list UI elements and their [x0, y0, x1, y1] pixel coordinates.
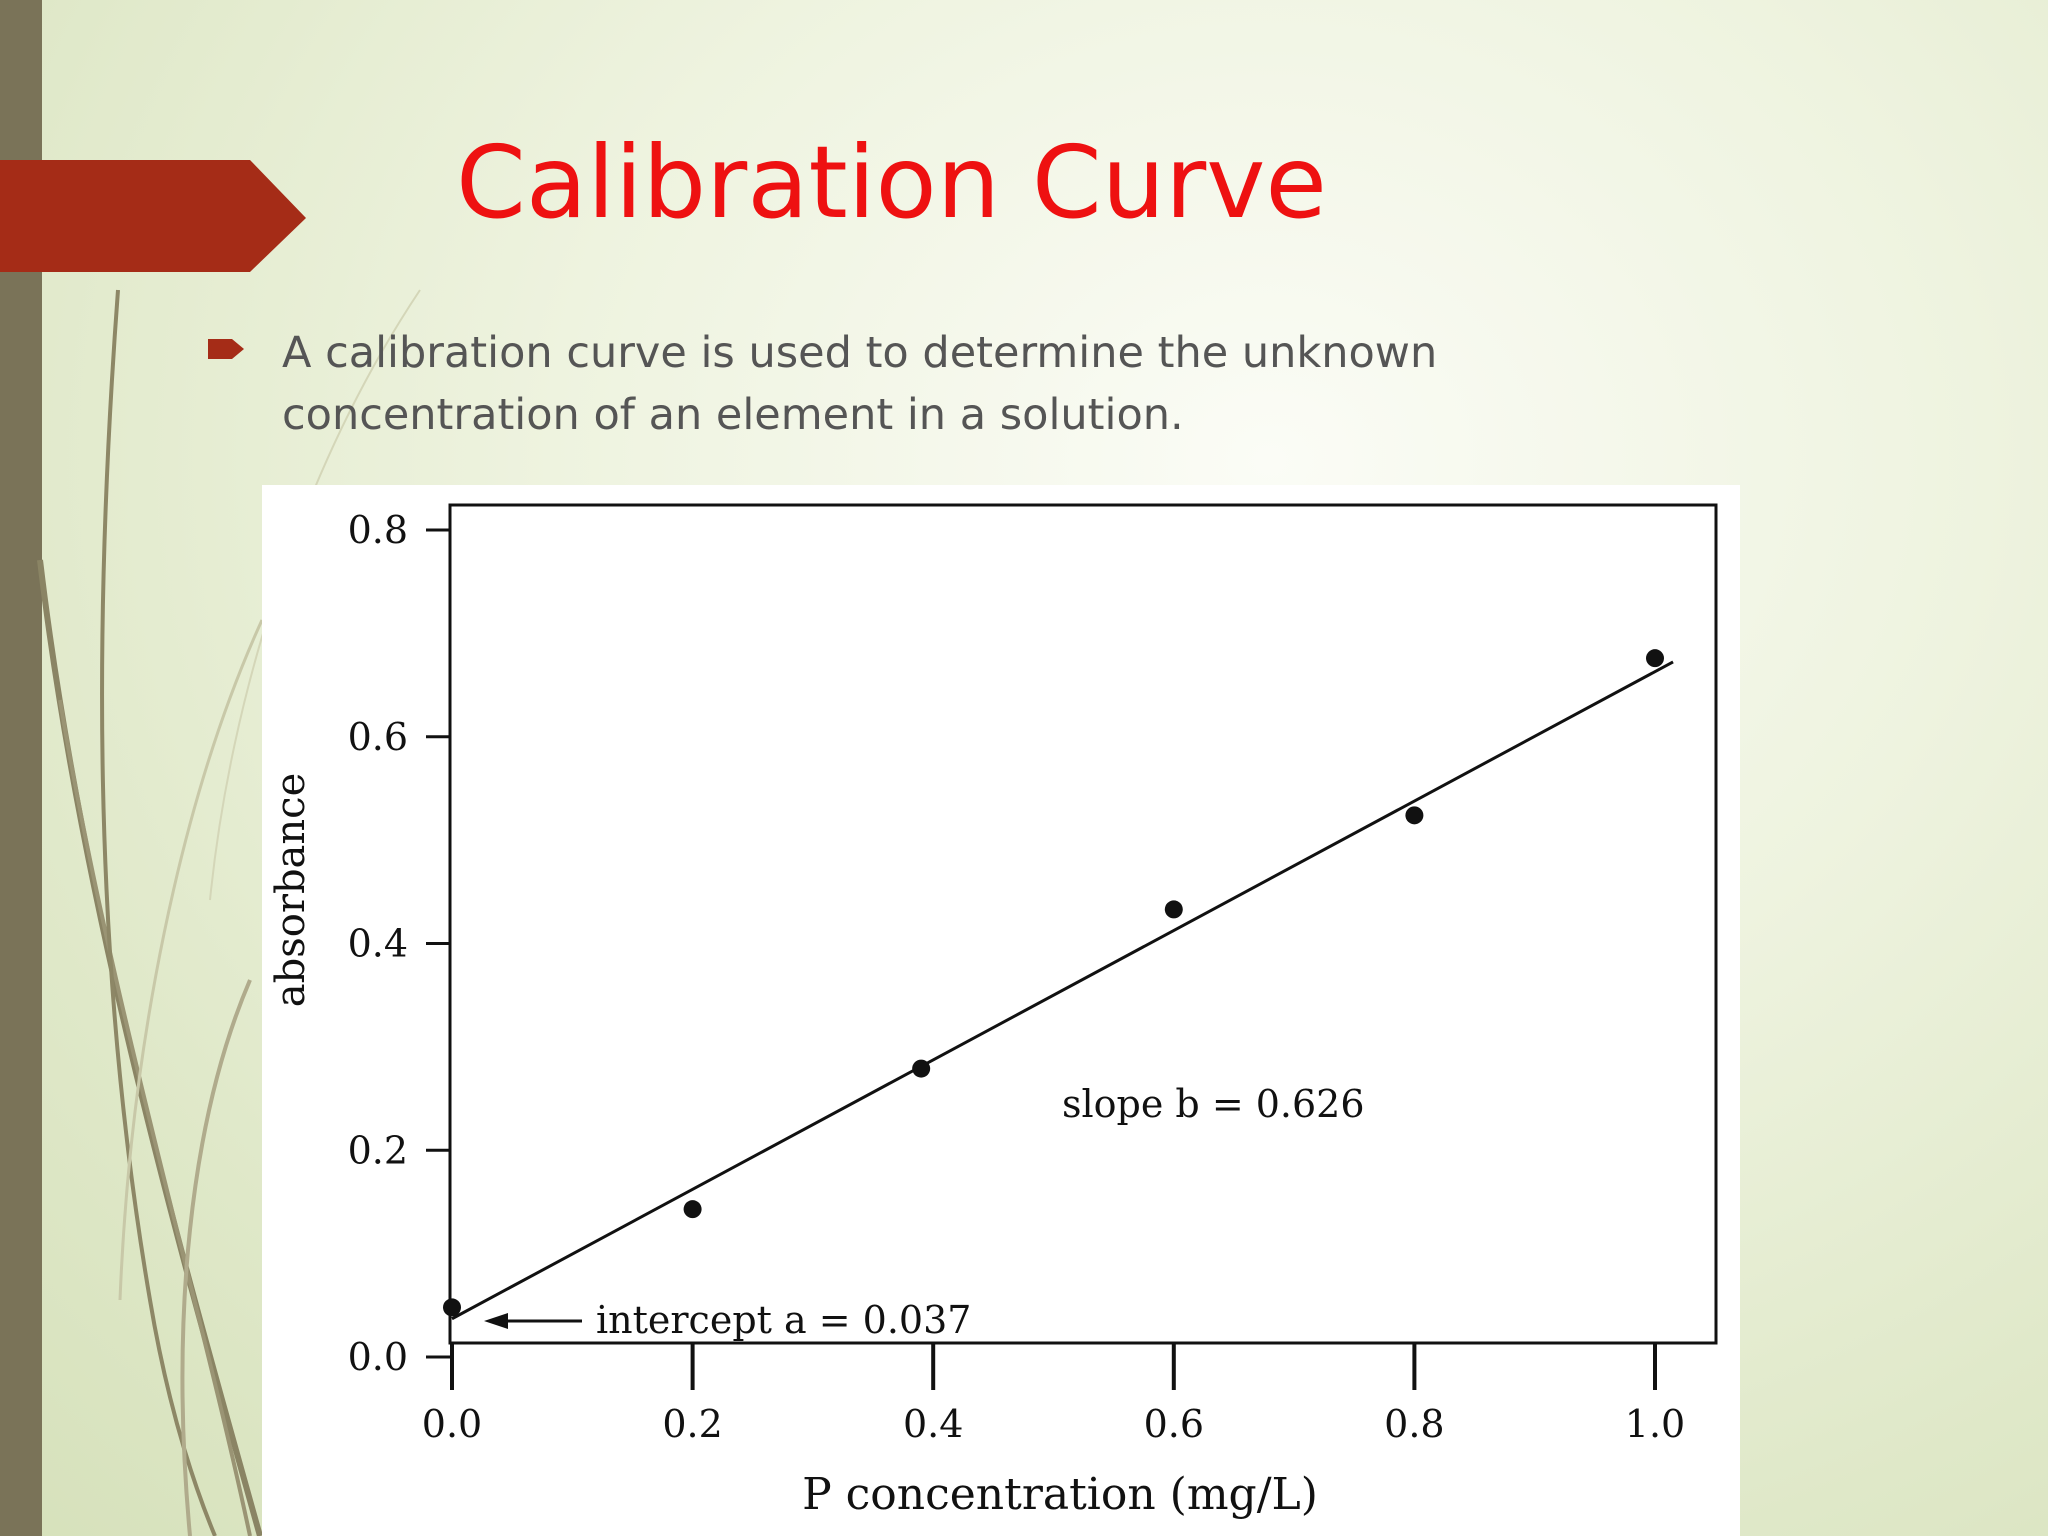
- data-point: [1405, 806, 1424, 825]
- y-tick-label: 0.6: [348, 715, 408, 759]
- data-point: [1646, 649, 1664, 668]
- y-tick-label: 0.4: [348, 922, 408, 966]
- calibration-chart: 0.0 0.2 0.4 0.6 0.8 1.0 0.0 0.2 0.4 0.6 0.8 slope …: [268, 503, 1718, 1520]
- y-axis-label: absorbance: [268, 773, 314, 1007]
- x-tick-label: 1.0: [1625, 1402, 1685, 1446]
- calibration-chart-panel: 0.0 0.2 0.4 0.6 0.8 1.0 0.0 0.2 0.4 0.6 0.8 slope …: [262, 485, 1740, 1536]
- x-tick-label: 0.0: [422, 1402, 482, 1446]
- title-accent-tab: [0, 160, 306, 272]
- y-tick-label: 0.2: [348, 1128, 408, 1172]
- intercept-annotation: intercept a = 0.037: [596, 1298, 971, 1342]
- x-tick-label: 0.8: [1384, 1402, 1444, 1446]
- axis-ticks: 0.0 0.2 0.4 0.6 0.8 1.0 0.0 0.2 0.4 0.6 0.8: [348, 508, 1686, 1446]
- bullet-text: A calibration curve is used to determine…: [282, 328, 1438, 440]
- x-tick-label: 0.2: [662, 1402, 722, 1446]
- plot-frame: [448, 503, 1718, 1345]
- intercept-arrow: [484, 1313, 582, 1329]
- slide-title: Calibration Curve: [456, 124, 1327, 241]
- data-point: [1164, 900, 1183, 919]
- data-point: [912, 1059, 931, 1078]
- x-axis-label: P concentration (mg/L): [802, 1469, 1318, 1520]
- arrow-right-icon: [208, 339, 244, 359]
- data-point: [443, 1298, 461, 1317]
- data-point: [683, 1200, 702, 1219]
- x-tick-label: 0.6: [1144, 1402, 1204, 1446]
- slope-annotation: slope b = 0.626: [1062, 1082, 1365, 1126]
- y-tick-label: 0.0: [348, 1335, 408, 1379]
- x-tick-label: 0.4: [903, 1402, 963, 1446]
- y-tick-label: 0.8: [348, 508, 408, 552]
- data-points: [443, 649, 1664, 1317]
- fit-line: [451, 660, 1674, 1321]
